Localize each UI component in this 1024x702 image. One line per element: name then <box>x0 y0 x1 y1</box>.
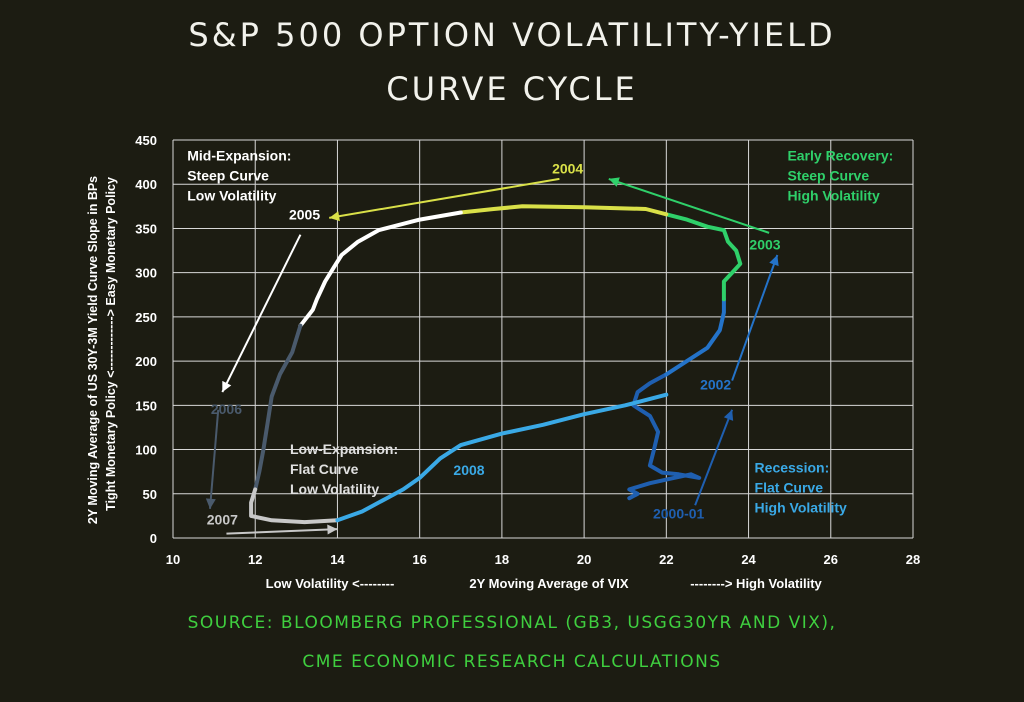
quadrant-label-line: Low Volatility <box>290 481 379 497</box>
year-label-2000-01: 2000-01 <box>653 506 705 522</box>
x-axis-label-high: --------> High Volatility <box>690 576 822 591</box>
annotation-arrow <box>226 528 338 535</box>
x-tick-label: 10 <box>166 552 180 567</box>
arrow-head <box>329 211 340 222</box>
y-tick-label: 400 <box>135 177 157 192</box>
quadrant-label-line: Early Recovery: <box>787 147 893 163</box>
annotation-arrow <box>608 177 770 234</box>
x-tick-label: 22 <box>659 552 673 567</box>
arrow-head <box>723 409 734 421</box>
year-label-2008: 2008 <box>453 462 484 478</box>
y-tick-label: 450 <box>135 133 157 148</box>
x-tick-label: 12 <box>248 552 262 567</box>
y-tick-label: 350 <box>135 221 157 236</box>
series-line-2003 <box>664 212 743 302</box>
annotation-arrow <box>209 409 220 509</box>
quadrant-label-line: High Volatility <box>755 500 848 516</box>
annotation-labels: 2004 2005 2003 2002 2000-01 2006 2007 2008 Mid-E… <box>187 147 893 527</box>
y-tick-label: 0 <box>150 531 157 546</box>
x-tick-label: 16 <box>412 552 426 567</box>
chart-title-line-2: CURVE CYCLE <box>386 70 638 108</box>
year-label-2004: 2004 <box>552 161 583 177</box>
quadrant-label-early-recovery: Early Recovery: Steep Curve High Volatilit… <box>787 147 893 203</box>
quadrant-label-line: Low-Expansion: <box>290 441 398 457</box>
y-tick-label: 50 <box>143 487 157 502</box>
year-label-2005: 2005 <box>289 207 320 223</box>
arrow-head <box>327 524 338 535</box>
quadrant-label-mid-expansion: Mid-Expansion: Steep Curve Low Volatility <box>187 147 291 203</box>
y-axis-sublabel: Tight Monetary Policy <-------------> Ea… <box>104 177 118 511</box>
y-tick-label: 200 <box>135 354 157 369</box>
year-label-2002: 2002 <box>700 376 731 392</box>
series-line-2006 <box>253 323 303 492</box>
year-label-2003: 2003 <box>749 237 780 253</box>
y-axis-label: 2Y Moving Average of US 30Y-3M Yield Cur… <box>86 176 100 524</box>
axis-ticks: 10 12 14 16 18 20 22 24 26 28 0 50 100 150 200 250 300 35… <box>135 133 920 567</box>
quadrant-label-line: Recession: <box>755 460 830 476</box>
source-line-1: SOURCE: BLOOMBERG PROFESSIONAL (GB3, USG… <box>187 613 837 633</box>
y-tick-label: 100 <box>135 443 157 458</box>
quadrant-label-line: Steep Curve <box>187 167 269 183</box>
annotation-arrow <box>694 409 734 506</box>
year-label-2007: 2007 <box>207 512 238 528</box>
annotation-arrow <box>731 254 779 381</box>
source-line-2: CME ECONOMIC RESEARCH CALCULATIONS <box>302 652 722 672</box>
quadrant-label-line: Flat Curve <box>755 480 824 496</box>
arrow-head <box>769 254 779 267</box>
arrow-head <box>608 177 620 187</box>
series-line-2000-01 <box>627 372 702 501</box>
x-tick-label: 18 <box>495 552 509 567</box>
arrow-head <box>205 498 216 509</box>
quadrant-label-line: Mid-Expansion: <box>187 147 291 163</box>
series-line-2008 <box>335 392 669 523</box>
series-lines <box>249 204 743 525</box>
series-line-2004 <box>458 204 669 217</box>
x-tick-label: 14 <box>330 552 345 567</box>
quadrant-label-line: Steep Curve <box>787 167 869 183</box>
quadrant-label-line: Low Volatility <box>187 187 276 203</box>
annotation-arrow <box>221 234 302 393</box>
x-axis-label: 2Y Moving Average of VIX <box>469 576 629 591</box>
quadrant-label-recession: Recession: Flat Curve High Volatility <box>755 460 848 516</box>
y-tick-label: 300 <box>135 266 157 281</box>
y-tick-label: 150 <box>135 398 157 413</box>
x-tick-label: 24 <box>741 552 756 567</box>
quadrant-label-low-expansion: Low-Expansion: Flat Curve Low Volatility <box>290 441 398 497</box>
quadrant-label-line: Flat Curve <box>290 461 359 477</box>
series-line-2002 <box>664 297 726 377</box>
x-tick-label: 26 <box>824 552 838 567</box>
year-label-2006: 2006 <box>211 401 242 417</box>
annotation-arrows <box>205 177 779 535</box>
chart-title-line-1: S&P 500 OPTION VOLATILITY-YIELD <box>188 16 836 54</box>
x-tick-label: 20 <box>577 552 591 567</box>
arrow-head <box>222 380 232 393</box>
quadrant-label-line: High Volatility <box>787 187 880 203</box>
x-tick-label: 28 <box>906 552 920 567</box>
series-line-2007 <box>249 487 340 525</box>
y-tick-label: 250 <box>135 310 157 325</box>
x-axis-label-low: Low Volatility <-------- <box>266 576 395 591</box>
annotation-arrow <box>329 177 560 219</box>
series-line-2005 <box>298 210 463 328</box>
